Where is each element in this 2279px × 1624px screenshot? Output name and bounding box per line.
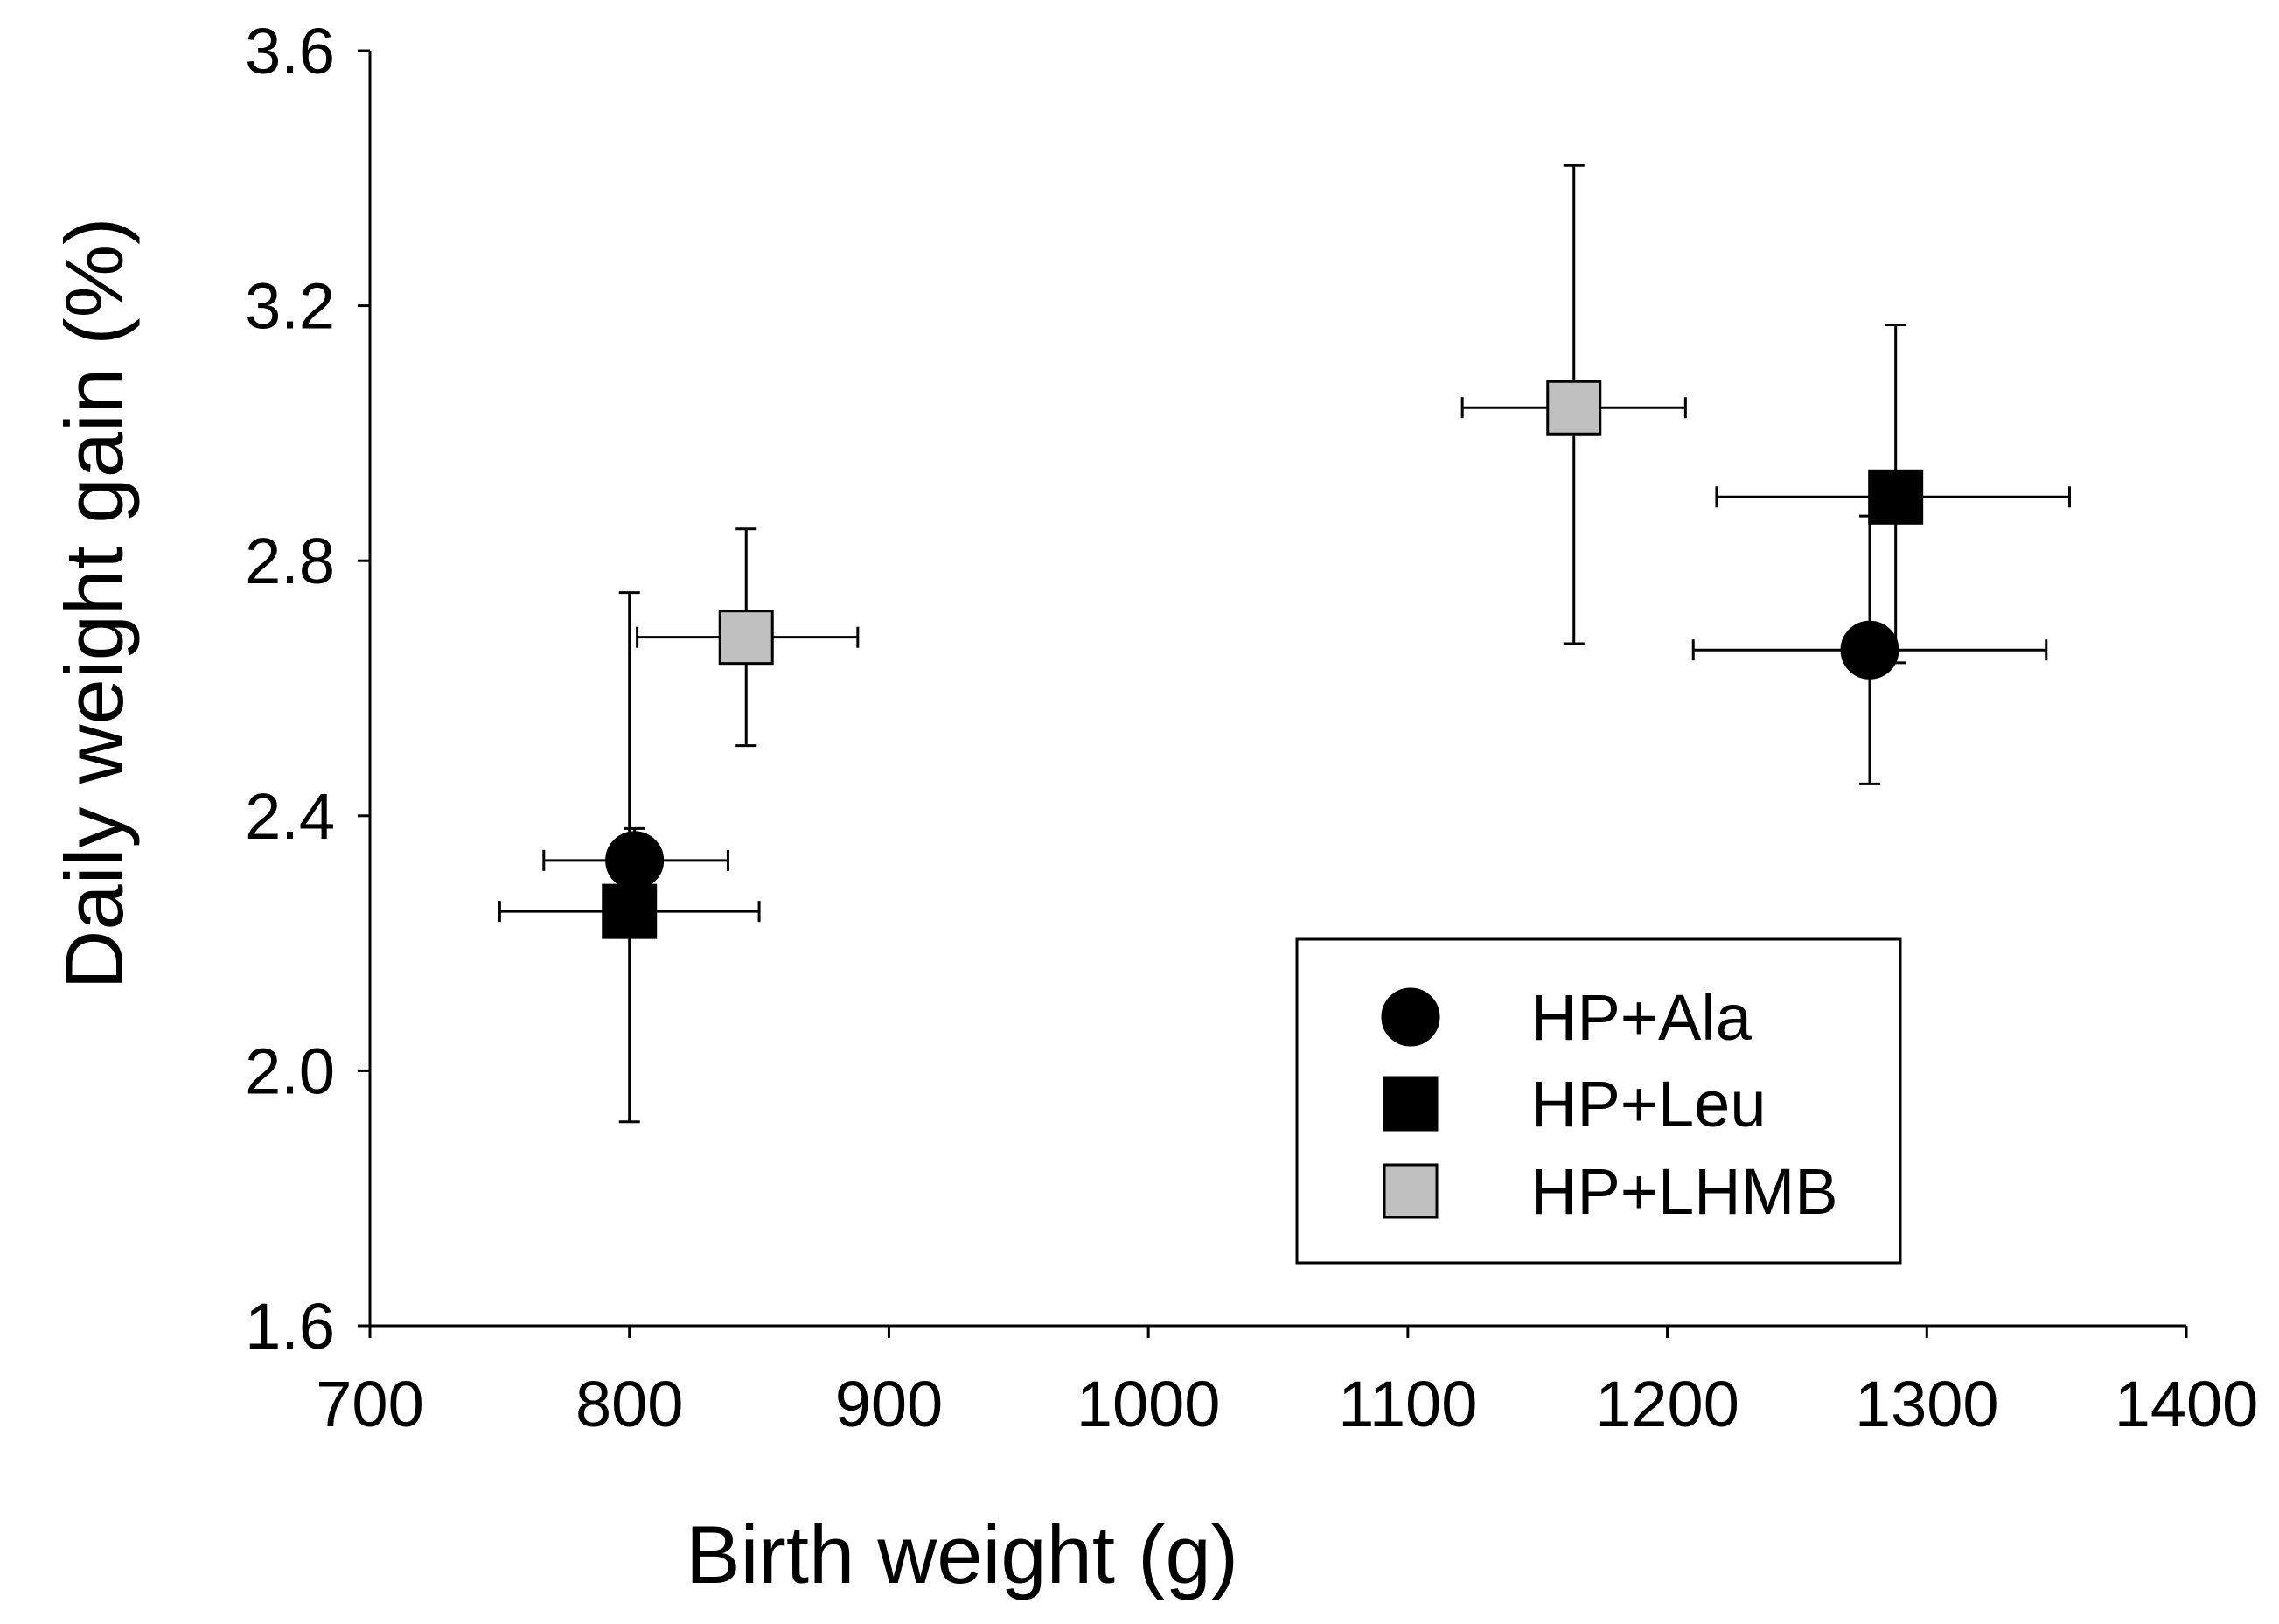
x-axis-title: Birth weight (g) bbox=[686, 1509, 1238, 1600]
y-tick-label: 2.0 bbox=[245, 1035, 335, 1107]
y-tick-label: 1.6 bbox=[245, 1290, 335, 1363]
y-tick-label: 3.2 bbox=[245, 270, 335, 343]
legend-marker-hp-lhmb bbox=[1383, 1163, 1439, 1219]
x-tick-label: 900 bbox=[835, 1368, 943, 1440]
hp-lhmb-point bbox=[718, 610, 774, 666]
data-markers bbox=[602, 380, 1924, 939]
legend-label-hp-lhmb: HP+LHMB bbox=[1530, 1155, 1838, 1228]
hp-ala-point bbox=[605, 831, 665, 890]
x-tick-label: 1100 bbox=[1338, 1368, 1477, 1440]
legend: HP+Ala HP+Leu HP+LHMB bbox=[1295, 937, 1902, 1265]
x-tick-label: 1000 bbox=[1077, 1368, 1221, 1440]
y-tick-label: 2.8 bbox=[245, 525, 335, 597]
y-tick-label: 2.4 bbox=[245, 780, 335, 853]
legend-marker-hp-leu bbox=[1383, 1076, 1439, 1132]
legend-label-hp-leu: HP+Leu bbox=[1530, 1068, 1766, 1140]
hp-leu-point bbox=[602, 883, 658, 939]
x-tick-label: 700 bbox=[316, 1368, 423, 1440]
y-tick-label: 3.6 bbox=[245, 15, 335, 87]
hp-lhmb-point bbox=[1546, 380, 1602, 436]
x-axis-ticks: 700 800 900 1000 1100 1200 1300 1400 bbox=[316, 1326, 2258, 1440]
x-tick-label: 1200 bbox=[1595, 1368, 1739, 1440]
axes bbox=[368, 51, 2186, 1328]
x-tick-label: 1400 bbox=[2115, 1368, 2259, 1440]
hp-ala-point bbox=[1840, 620, 1899, 680]
hp-leu-point bbox=[1868, 469, 1924, 525]
y-axis-ticks: 1.6 2.0 2.4 2.8 3.2 3.6 bbox=[245, 15, 370, 1363]
legend-marker-hp-ala bbox=[1381, 987, 1440, 1047]
x-tick-label: 1300 bbox=[1855, 1368, 1999, 1440]
legend-label-hp-ala: HP+Ala bbox=[1530, 981, 1753, 1054]
y-axis-title: Daily weight gain (%) bbox=[48, 218, 140, 990]
x-tick-label: 800 bbox=[575, 1368, 683, 1440]
